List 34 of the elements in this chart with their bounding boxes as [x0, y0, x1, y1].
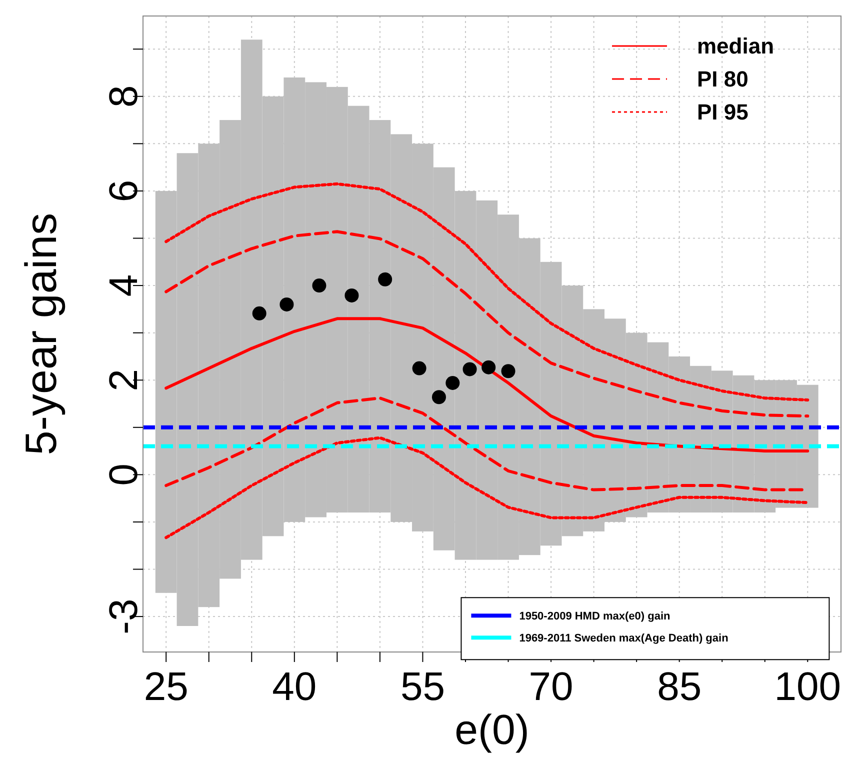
point	[446, 376, 460, 390]
point	[252, 306, 266, 320]
legend-label: 1950-2009 HMD max(e0) gain	[519, 610, 670, 622]
x-tick-label: 40	[272, 665, 317, 709]
y-tick-label: 2	[102, 368, 146, 392]
x-tick-label: 100	[774, 665, 842, 709]
x-tick-label: 25	[144, 665, 188, 709]
x-axis-title: e(0)	[454, 706, 530, 753]
legend-label: PI 80	[697, 66, 748, 92]
x-tick-label: 70	[528, 665, 574, 709]
point	[344, 288, 359, 302]
line-series	[164, 436, 810, 540]
line-series	[164, 230, 810, 418]
y-tick-label: 4	[102, 274, 146, 297]
point	[280, 297, 294, 312]
legend-label: PI 95	[697, 100, 748, 125]
point	[412, 361, 426, 376]
point	[482, 360, 496, 374]
line-series	[164, 182, 810, 402]
y-tick-label: -3	[102, 598, 146, 634]
point	[501, 364, 516, 378]
y-tick-label: 8	[102, 85, 146, 108]
x-tick-label: 85	[657, 665, 702, 709]
point	[378, 272, 392, 286]
point	[432, 390, 446, 404]
point	[312, 278, 326, 293]
point	[462, 362, 477, 376]
x-tick-label: 55	[400, 665, 445, 709]
legend-label: 1969-2011 Sweden max(Age Death) gain	[519, 632, 729, 644]
legend-label: median	[697, 34, 774, 59]
y-tick-label: 0	[102, 464, 146, 486]
line-series	[164, 317, 810, 453]
y-tick-label: 6	[102, 180, 146, 202]
y-axis-title: 5-year gains	[17, 212, 66, 456]
